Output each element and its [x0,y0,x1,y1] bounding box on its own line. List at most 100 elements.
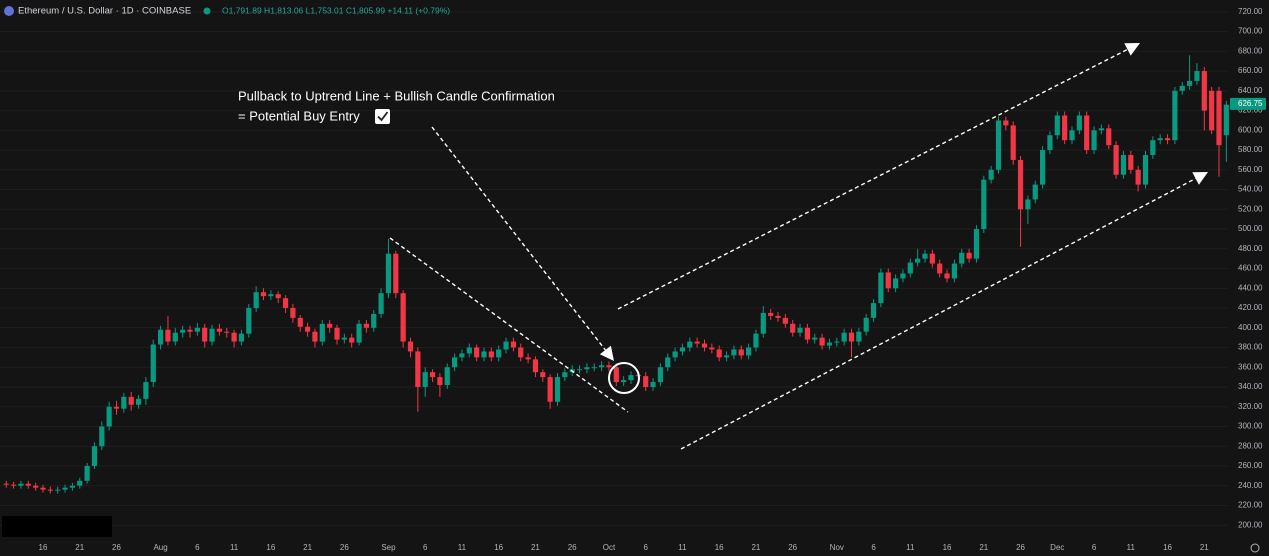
candle-body [62,487,68,490]
candle-body [1135,169,1141,185]
candle-body [525,357,531,360]
y-tick-label: 700.00 [1238,27,1263,36]
candle-body [870,303,877,318]
y-tick-label: 680.00 [1238,46,1263,55]
annotation-text: = Potential Buy Entry [238,108,360,123]
candle-body [415,351,421,387]
candle-body [437,377,443,386]
candle-body [466,347,472,354]
y-tick-label: 260.00 [1238,461,1263,470]
candle-body [1047,135,1053,151]
y-tick-label: 220.00 [1238,501,1263,510]
candle-body [937,263,943,274]
candle-body [1040,150,1046,185]
candle-body [231,332,237,342]
x-tick-label: 16 [1163,543,1172,552]
x-tick-label: Dec [1050,543,1064,552]
x-tick-label: 6 [423,543,428,552]
candle-body [260,292,267,297]
y-tick-label: 440.00 [1238,283,1263,292]
x-tick-label: 26 [112,543,121,552]
candle-body [319,323,325,342]
candle-body [180,329,186,333]
candle-body [1003,120,1009,126]
candle-body [613,367,619,383]
candle-body [356,323,362,343]
y-tick-label: 520.00 [1238,204,1263,213]
candle-body [202,327,208,342]
candle-body [665,357,671,368]
arrowhead [599,345,614,361]
candle-body [194,327,200,332]
settings-icon[interactable] [1250,543,1260,553]
candle-body [143,382,149,399]
candle-body [121,396,127,409]
symbol-icon [4,6,14,16]
candle-body [804,327,810,340]
candle-body [1120,154,1127,175]
candle-body [1113,145,1119,175]
candle-body [731,349,737,356]
candle-body [775,315,781,318]
candle-body [209,328,215,342]
candle-body [701,343,708,348]
candle-body [246,308,252,334]
candle-body [268,294,274,297]
candle-body [826,342,833,346]
candle-body [55,489,61,491]
candle-body [363,323,369,328]
y-tick-label: 620.00 [1238,106,1263,115]
candle-body [540,372,546,378]
arrowhead [1192,172,1208,185]
candle-body [106,406,112,427]
x-tick-label: 11 [230,543,239,552]
candle-body [599,365,605,368]
candle-body [312,331,318,342]
candle-body [371,313,377,328]
candle-body [1106,128,1112,146]
y-tick-label: 600.00 [1238,125,1263,134]
y-tick-label: 480.00 [1238,244,1263,253]
candle-body [591,367,597,369]
candle-body [47,489,53,491]
candle-body [856,331,862,342]
y-tick-label: 200.00 [1238,520,1263,529]
last-price-tag [1230,97,1266,110]
candle-body [657,367,663,383]
candle-body [224,331,230,333]
x-tick-label: 26 [568,543,577,552]
candle-body [297,317,303,327]
candle-body [1187,80,1193,86]
candle-body [1223,104,1229,136]
x-tick-label: Sep [381,543,396,552]
axes: 200.00 220.00 240.00 260.00 280.00 300.00 320.… [39,7,1266,552]
candle-body [988,169,994,180]
x-tick-label: 26 [788,543,797,552]
redaction-box [2,516,112,537]
candle-body [400,293,406,342]
candle-body [915,258,921,263]
candle-body [349,337,355,343]
candle-body [187,329,193,332]
candle-body [165,329,171,342]
downtrend-line [389,237,629,413]
candle-body [275,294,281,299]
candle-body [951,263,957,279]
candle-body [885,272,891,289]
x-tick-label: 11 [1127,543,1136,552]
candle-body [878,272,884,304]
candle-body [327,323,333,328]
candle-body [709,347,715,350]
candle-body [1194,71,1200,81]
candle-body [99,426,105,447]
y-tick-label: 280.00 [1238,441,1263,450]
annotation-text: Pullback to Uptrend Line + Bullish Candl… [238,88,555,103]
candle-body [385,253,392,294]
x-tick-label: 16 [494,543,503,552]
candle-body [488,351,494,358]
candle-body [444,367,450,386]
candle-body [452,357,458,368]
candle-body [84,465,90,481]
candle-body [510,341,516,348]
